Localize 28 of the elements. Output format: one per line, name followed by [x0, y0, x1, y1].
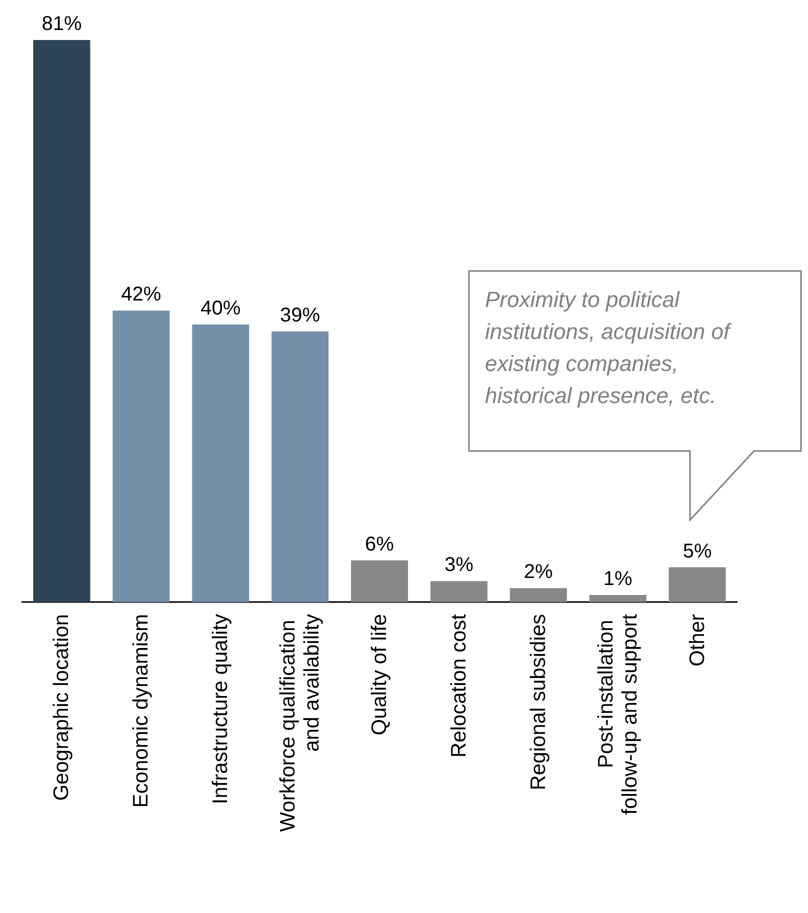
x-tick-label: Relocation cost: [447, 614, 470, 758]
bar: [668, 567, 726, 602]
data-label: 2%: [524, 561, 554, 584]
data-label: 6%: [365, 533, 394, 556]
x-tick-label: Other: [686, 614, 709, 667]
x-tick-label: Economic dynamism: [130, 614, 153, 808]
data-label: 5%: [682, 540, 712, 562]
x-tick-label: Geographic location: [50, 614, 74, 801]
bar: [112, 310, 170, 602]
x-tick-label: Regional subsidies: [526, 614, 550, 790]
bar: [589, 595, 646, 602]
x-tick-label: Workforce qualification and availability: [276, 614, 324, 832]
x-tick-label: Infrastructure quality: [209, 614, 232, 804]
bar: [430, 581, 488, 602]
x-tick-label: Post-installation follow-up and support: [594, 614, 642, 815]
data-label: 1%: [603, 568, 633, 590]
x-tick-label: Quality of life: [368, 614, 391, 736]
data-label: 40%: [200, 297, 241, 320]
annotation: Proximity to political institutions, acquisition of existing companies, historical presence, etc.: [485, 286, 732, 410]
data-label: 3%: [444, 554, 474, 576]
bar: [33, 40, 90, 602]
data-label: 42%: [121, 284, 162, 306]
data-label: 39%: [280, 304, 320, 326]
bar: [510, 588, 567, 602]
data-label: 81%: [42, 13, 82, 35]
bar: [272, 331, 329, 602]
bar: [351, 560, 408, 602]
bar: [192, 324, 250, 602]
